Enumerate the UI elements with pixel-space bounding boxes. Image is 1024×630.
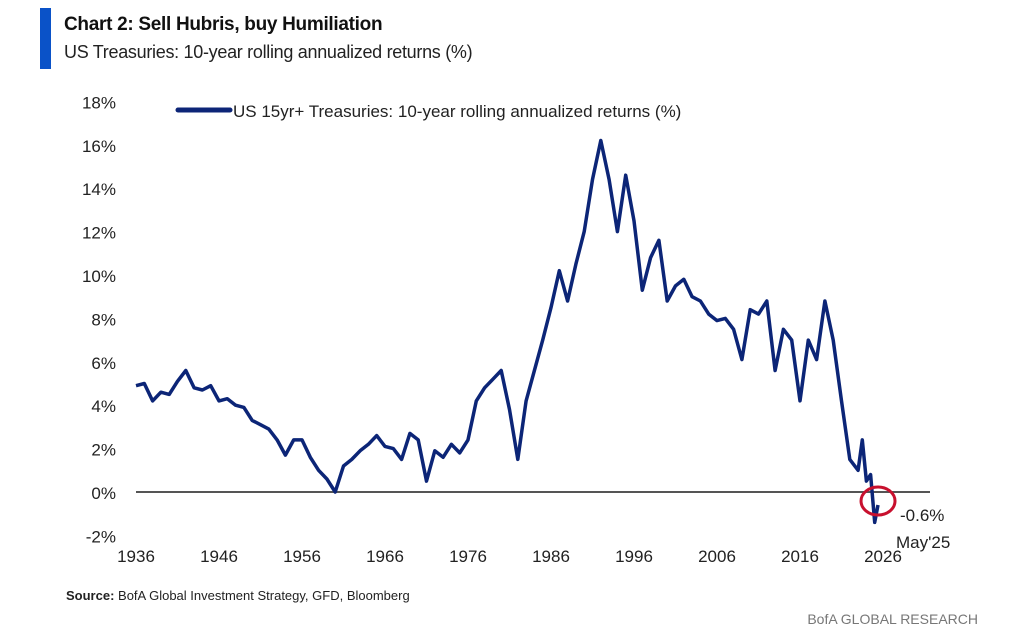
y-tick-label: 10% (82, 267, 116, 286)
y-tick-label: 4% (91, 397, 116, 416)
x-tick-label: 1976 (449, 547, 487, 566)
x-tick-label: 1946 (200, 547, 238, 566)
y-tick-label: 16% (82, 137, 116, 156)
y-tick-label: 14% (82, 180, 116, 199)
y-tick-label: -2% (86, 527, 116, 546)
annotation-date: May'25 (896, 533, 950, 552)
source-text: BofA Global Investment Strategy, GFD, Bl… (114, 588, 410, 603)
y-tick-label: 6% (91, 354, 116, 373)
x-tick-label: 2026 (864, 547, 902, 566)
legend: US 15yr+ Treasuries: 10-year rolling ann… (175, 102, 681, 121)
source-label: Source: (66, 588, 115, 603)
annotation-circle (859, 485, 897, 517)
y-tick-label: 0% (91, 484, 116, 503)
series-line (135, 138, 880, 525)
brand-label: BofA GLOBAL RESEARCH (807, 611, 978, 627)
x-tick-label: 1936 (117, 547, 155, 566)
legend-label: US 15yr+ Treasuries: 10-year rolling ann… (233, 102, 681, 121)
source-note: Source: BofA Global Investment Strategy,… (66, 588, 410, 603)
accent-bar (40, 8, 51, 69)
y-tick-label: 8% (91, 310, 116, 329)
chart-subtitle: US Treasuries: 10-year rolling annualize… (64, 42, 473, 62)
x-tick-label: 1986 (532, 547, 570, 566)
annotation-value: -0.6% (900, 506, 944, 525)
x-tick-label: 1956 (283, 547, 321, 566)
chart-title: Chart 2: Sell Hubris, buy Humiliation (64, 14, 383, 35)
x-tick-label: 2006 (698, 547, 736, 566)
x-tick-label: 1966 (366, 547, 404, 566)
y-tick-label: 12% (82, 224, 116, 243)
x-tick-label: 2016 (781, 547, 819, 566)
y-tick-label: 18% (82, 93, 116, 112)
y-tick-label: 2% (91, 441, 116, 460)
x-tick-label: 1996 (615, 547, 653, 566)
